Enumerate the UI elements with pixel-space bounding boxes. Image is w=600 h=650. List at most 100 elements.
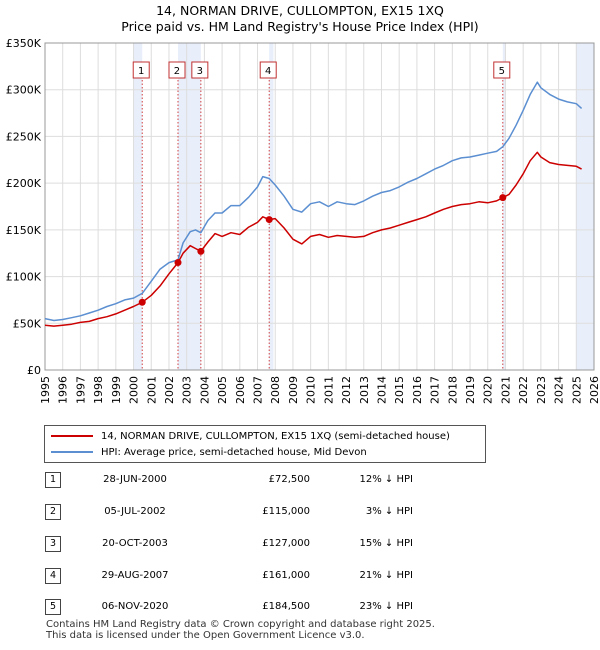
chart-legend: 14, NORMAN DRIVE, CULLOMPTON, EX15 1XQ (… [44, 425, 486, 463]
legend-swatch-hpi [51, 451, 93, 453]
hpi-line [44, 81, 583, 322]
x-tick-label: 2021 [499, 376, 512, 404]
x-tick-label: 2011 [322, 376, 335, 404]
transaction-number: 2 [45, 504, 61, 520]
shaded-region [269, 43, 274, 370]
transaction-number-label: 4 [265, 66, 271, 77]
x-tick-label: 2017 [429, 376, 442, 404]
y-tick-label: £300K [6, 84, 42, 97]
transaction-point [138, 298, 146, 306]
transaction-number: 4 [45, 568, 61, 584]
transaction-number-box [132, 61, 150, 79]
x-tick-label: 2004 [198, 376, 211, 404]
table-row: 3 20-OCT-2003 £127,000 15% ↓ HPI [45, 536, 465, 552]
transaction-hpi-diff: 21% ↓ HPI [359, 570, 413, 581]
table-row: 4 29-AUG-2007 £161,000 21% ↓ HPI [45, 568, 465, 584]
y-tick-label: £350K [6, 37, 42, 50]
transaction-number-label: 2 [174, 66, 180, 77]
plot-area [45, 43, 594, 370]
transaction-date: 29-AUG-2007 [101, 570, 169, 581]
shaded-region [177, 43, 201, 370]
table-row: 2 05-JUL-2002 £115,000 3% ↓ HPI [45, 504, 465, 520]
transaction-number-box [168, 61, 186, 79]
transaction-number-label: 5 [499, 66, 505, 77]
chart-subtitle: Price paid vs. HM Land Registry's House … [121, 19, 479, 34]
transaction-date: 06-NOV-2020 [101, 601, 169, 612]
footer-licence: This data is licensed under the Open Gov… [46, 630, 365, 641]
x-tick-label: 2013 [358, 376, 371, 404]
transaction-hpi-diff: 3% ↓ HPI [365, 506, 413, 517]
y-tick-label: £200K [6, 177, 42, 190]
x-tick-label: 2003 [181, 376, 194, 404]
transaction-number-box [191, 61, 209, 79]
x-tick-label: 2020 [482, 376, 495, 404]
legend-label-hpi: HPI: Average price, semi-detached house,… [101, 446, 367, 458]
x-tick-label: 2001 [145, 376, 158, 404]
shaded-region [133, 43, 143, 370]
x-tick-label: 2007 [252, 376, 265, 404]
y-tick-label: £50K [13, 317, 42, 330]
x-tick-label: 1998 [92, 376, 105, 404]
transaction-hpi-diff: 15% ↓ HPI [359, 538, 413, 549]
x-tick-label: 2010 [305, 376, 318, 404]
chart-title: 14, NORMAN DRIVE, CULLOMPTON, EX15 1XQ [156, 3, 444, 18]
transaction-number: 1 [45, 472, 61, 488]
transaction-point [174, 259, 182, 267]
x-tick-label: 2005 [216, 376, 229, 404]
transaction-number: 5 [45, 599, 61, 615]
price-chart: £0 £50K £100K £150K £200K £250K £300K £350K 1995… [6, 37, 600, 404]
x-tick-label: 2006 [234, 376, 247, 404]
transaction-number: 3 [45, 536, 61, 552]
x-tick-label: 2015 [393, 376, 406, 404]
legend-item-property: 14, NORMAN DRIVE, CULLOMPTON, EX15 1XQ (… [51, 428, 450, 444]
transaction-price: £72,500 [268, 474, 310, 485]
shaded-region [502, 43, 506, 370]
x-tick-label: 2022 [517, 376, 530, 404]
x-tick-label: 2024 [553, 376, 566, 404]
transaction-hpi-diff: 12% ↓ HPI [359, 474, 413, 485]
transaction-price: £161,000 [262, 570, 310, 581]
footer-copyright: Contains HM Land Registry data © Crown c… [46, 619, 435, 630]
legend-item-hpi: HPI: Average price, semi-detached house,… [51, 444, 367, 460]
x-tick-label: 2009 [287, 376, 300, 404]
y-tick-label: £150K [6, 224, 42, 237]
x-tick-label: 2026 [588, 376, 600, 404]
x-tick-label: 2012 [340, 376, 353, 404]
transaction-number-box [259, 61, 277, 79]
plot-frame [44, 42, 595, 371]
transaction-point [499, 194, 507, 202]
transaction-date: 20-OCT-2003 [102, 538, 168, 549]
transaction-price: £127,000 [262, 538, 310, 549]
x-tick-label: 2019 [464, 376, 477, 404]
transaction-price: £115,000 [262, 506, 310, 517]
x-tick-label: 1996 [57, 376, 70, 404]
transaction-price: £184,500 [262, 601, 310, 612]
x-tick-label: 2002 [163, 376, 176, 404]
transaction-hpi-diff: 23% ↓ HPI [359, 601, 413, 612]
x-tick-label: 2025 [570, 376, 583, 404]
transaction-date: 05-JUL-2002 [104, 506, 166, 517]
transaction-date: 28-JUN-2000 [103, 474, 167, 485]
x-tick-label: 2023 [535, 376, 548, 404]
x-tick-label: 2014 [375, 376, 388, 404]
transaction-point [265, 216, 273, 224]
table-row: 5 06-NOV-2020 £184,500 23% ↓ HPI [45, 599, 465, 615]
transaction-number-label: 3 [197, 66, 203, 77]
legend-swatch-property [51, 435, 93, 437]
x-tick-label: 2018 [446, 376, 459, 404]
x-tick-label: 2000 [128, 376, 141, 404]
transaction-number-box [493, 61, 511, 79]
x-tick-label: 2016 [411, 376, 424, 404]
legend-label-property: 14, NORMAN DRIVE, CULLOMPTON, EX15 1XQ (… [101, 430, 450, 442]
transaction-number-label: 1 [138, 66, 144, 77]
shaded-region [576, 43, 594, 370]
x-tick-label: 2008 [269, 376, 282, 404]
y-tick-label: £250K [6, 130, 42, 143]
x-tick-label: 1997 [74, 376, 87, 404]
y-tick-label: £100K [6, 271, 42, 284]
table-row: 1 28-JUN-2000 £72,500 12% ↓ HPI [45, 472, 465, 488]
transaction-point [197, 247, 205, 255]
y-tick-label: £0 [27, 364, 41, 377]
x-tick-label: 1999 [110, 376, 123, 404]
x-tick-label: 1995 [39, 376, 52, 404]
